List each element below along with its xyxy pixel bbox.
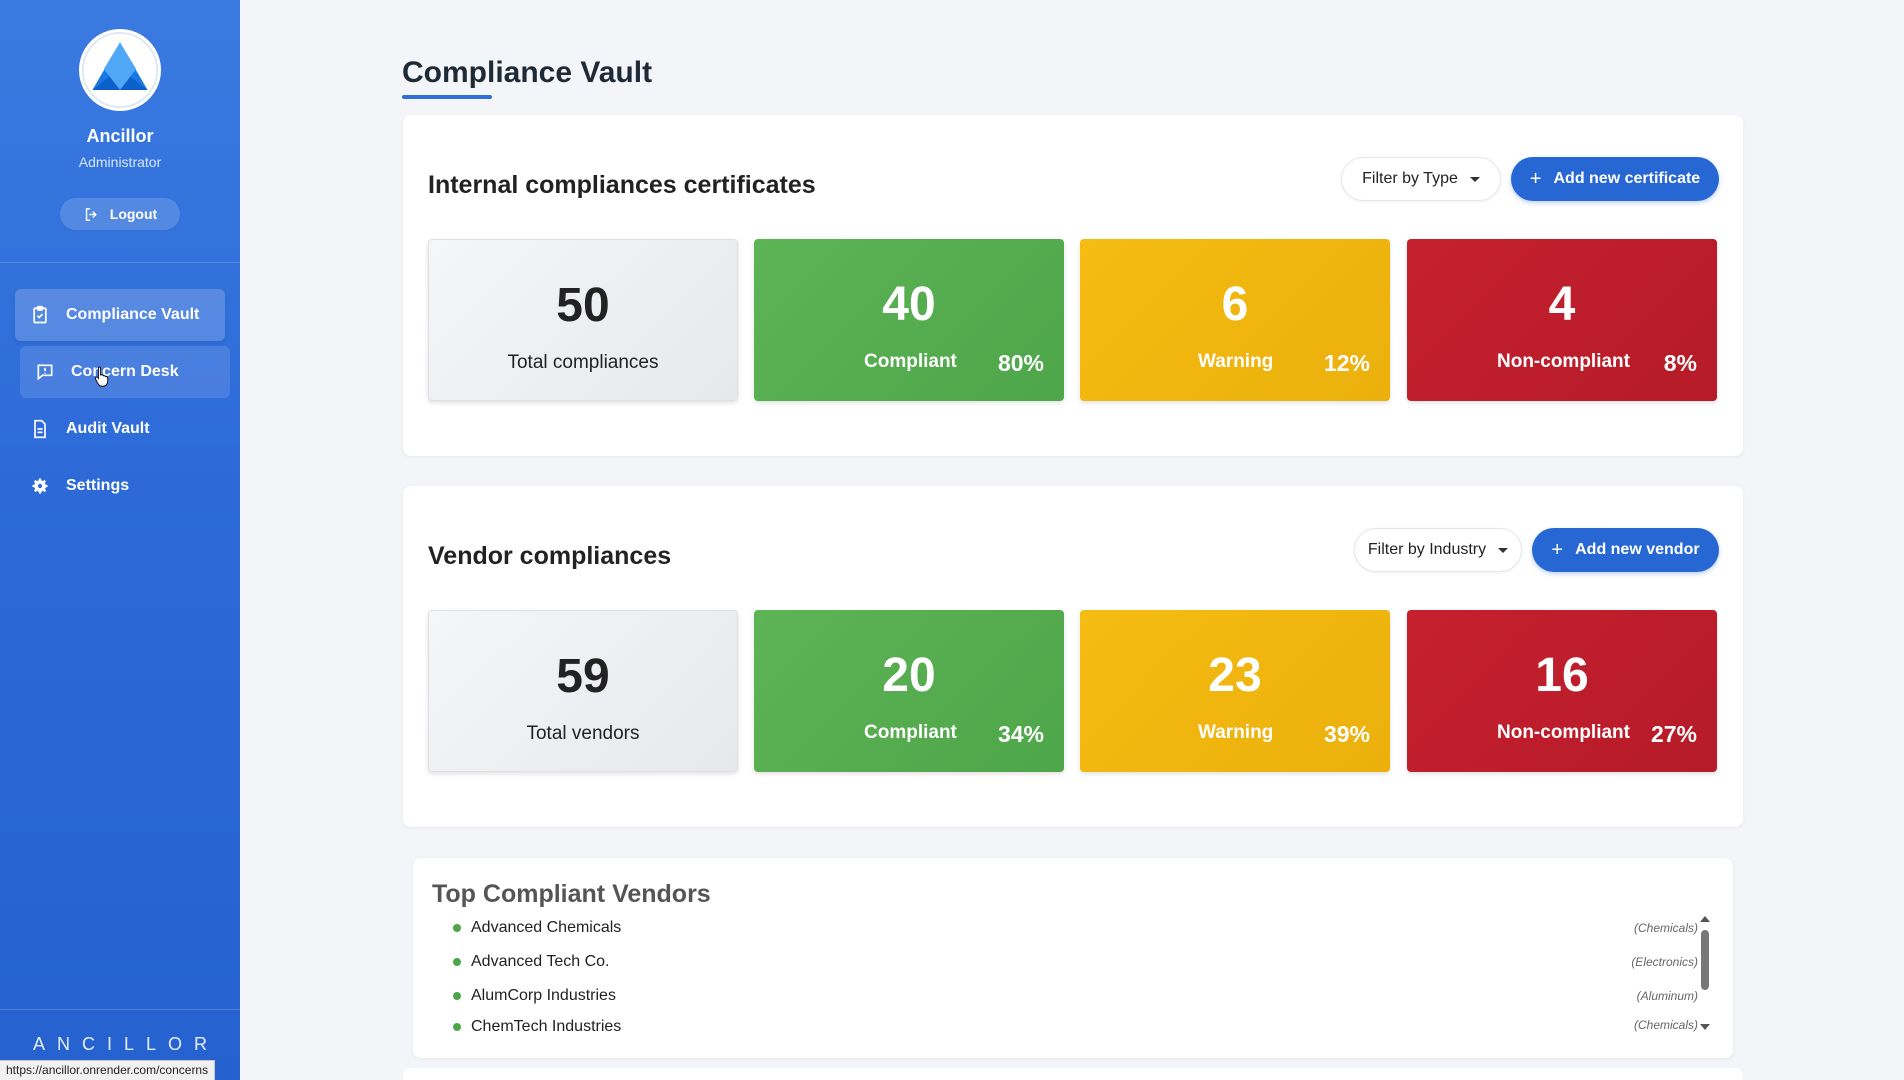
logout-label: Logout [109,206,158,222]
stats-row: 50 Total compliances 40 Compliant 80% 6 … [428,239,1719,401]
list-item[interactable]: ChemTech Industries (Chemicals) [453,1018,1698,1034]
vendor-compliances-card: Vendor compliances Filter by Industry + … [403,486,1743,827]
stat-label: Warning [1198,351,1274,372]
stat-non-compliant[interactable]: 16 Non-compliant 27% [1407,610,1717,772]
stat-value: 59 [556,650,610,703]
user-avatar[interactable] [79,29,161,111]
add-vendor-button[interactable]: + Add new vendor [1532,528,1719,572]
stat-label: Compliant [864,351,957,372]
vendor-industry: (Electronics) [1631,955,1698,969]
scroll-down-arrow-icon[interactable] [1700,1024,1710,1030]
stat-label: Total vendors [526,723,640,744]
stat-warning[interactable]: 6 Warning 12% [1080,239,1390,401]
stat-value: 20 [882,649,936,702]
chevron-down-icon [1469,176,1480,182]
stat-label: Total compliances [507,352,659,373]
sidebar-item-label: Compliance Vault [66,306,200,323]
message-alert-icon [37,364,53,381]
stat-warning[interactable]: 23 Warning 39% [1080,610,1390,772]
stat-label: Compliant [864,722,957,743]
vendor-industry: (Aluminum) [1636,989,1698,1003]
stat-percent: 80% [997,350,1044,376]
add-vendor-label: Add new vendor [1575,541,1700,558]
vendor-name: AlumCorp Industries [471,987,616,1004]
stat-value: 6 [1221,278,1249,331]
vendor-name: ChemTech Industries [471,1018,622,1034]
stat-percent: 12% [1323,350,1370,376]
section-title: Top Compliant Vendors [432,880,711,908]
stat-label: Warning [1198,722,1274,743]
user-name: Ancillor [86,126,154,146]
stat-value: 23 [1208,649,1262,702]
brand-wordmark: ANCILLOR [32,1034,220,1054]
scroll-up-arrow-icon[interactable] [1700,916,1710,922]
sidebar-item-compliance-vault[interactable]: Compliance Vault [15,289,225,341]
filter-label: Filter by Type [1362,170,1458,187]
stats-row: 59 Total vendors 20 Compliant 34% 23 War… [428,610,1719,772]
stat-percent: 39% [1323,721,1370,747]
status-dot [453,958,461,966]
section-title: Internal compliances certificates [428,171,816,199]
stat-percent: 27% [1650,721,1697,747]
section-title: Vendor compliances [428,542,672,570]
stat-non-compliant[interactable]: 4 Non-compliant 8% [1407,239,1717,401]
stat-compliant[interactable]: 40 Compliant 80% [754,239,1064,401]
vendor-name: Advanced Tech Co. [471,953,610,970]
ancillor-logo-icon [81,31,159,109]
user-role: Administrator [78,154,162,170]
vendor-industry: (Chemicals) [1633,1018,1698,1032]
sidebar-divider [0,1009,240,1010]
stat-value: 16 [1535,649,1589,702]
status-dot [453,924,461,932]
sidebar-item-audit-vault[interactable]: Audit Vault [15,403,225,455]
stat-percent: 34% [997,721,1044,747]
filter-by-industry-dropdown[interactable]: Filter by Industry [1354,528,1522,572]
add-certificate-button[interactable]: + Add new certificate [1511,157,1719,201]
stat-value: 40 [882,278,936,331]
sidebar-item-label: Audit Vault [66,420,150,437]
status-dot [453,1023,461,1031]
add-certificate-label: Add new certificate [1553,170,1701,187]
plus-icon: + [1529,168,1542,190]
stat-total-compliances[interactable]: 50 Total compliances [428,239,738,401]
stat-percent: 8% [1663,350,1697,376]
vendor-industry: (Chemicals) [1633,921,1698,935]
list-item[interactable]: AlumCorp Industries (Aluminum) [453,984,1698,1008]
clipboard-check-icon [33,305,47,324]
status-bar-url: https://ancillor.onrender.com/concerns [0,1060,216,1080]
vendor-name: Advanced Chemicals [471,919,622,936]
next-section-card [403,1068,1743,1080]
page-title: Compliance Vault [402,56,653,89]
document-icon [34,419,46,439]
stat-total-vendors[interactable]: 59 Total vendors [428,610,738,772]
stat-compliant[interactable]: 20 Compliant 34% [754,610,1064,772]
sidebar-divider [0,262,240,263]
sidebar-item-label: Concern Desk [71,363,179,380]
sidebar-item-concern-desk[interactable]: Concern Desk [20,346,230,398]
scrollbar-thumb[interactable] [1701,930,1709,990]
stat-value: 50 [556,279,610,332]
hand-cursor-icon [94,366,109,387]
gear-icon [32,478,48,494]
list-item[interactable]: Advanced Tech Co. (Electronics) [453,950,1698,974]
top-compliant-vendors-card: Top Compliant Vendors Advanced Chemicals… [413,858,1733,1058]
sidebar-item-label: Settings [66,477,130,494]
title-underline [402,95,492,99]
status-dot [453,992,461,1000]
plus-icon: + [1551,539,1564,561]
stat-label: Non-compliant [1497,351,1630,372]
stat-label: Non-compliant [1497,722,1630,743]
logout-button[interactable]: Logout [60,198,180,230]
stat-value: 4 [1548,278,1576,331]
sidebar: Ancillor Administrator Logout Compliance… [0,0,240,1080]
filter-label: Filter by Industry [1367,541,1487,558]
filter-by-type-dropdown[interactable]: Filter by Type [1341,157,1501,201]
logout-icon [85,207,97,221]
internal-compliances-card: Internal compliances certificates Filter… [403,115,1743,456]
list-item[interactable]: Advanced Chemicals (Chemicals) [453,916,1698,940]
chevron-down-icon [1498,547,1509,553]
sidebar-item-settings[interactable]: Settings [15,460,225,512]
